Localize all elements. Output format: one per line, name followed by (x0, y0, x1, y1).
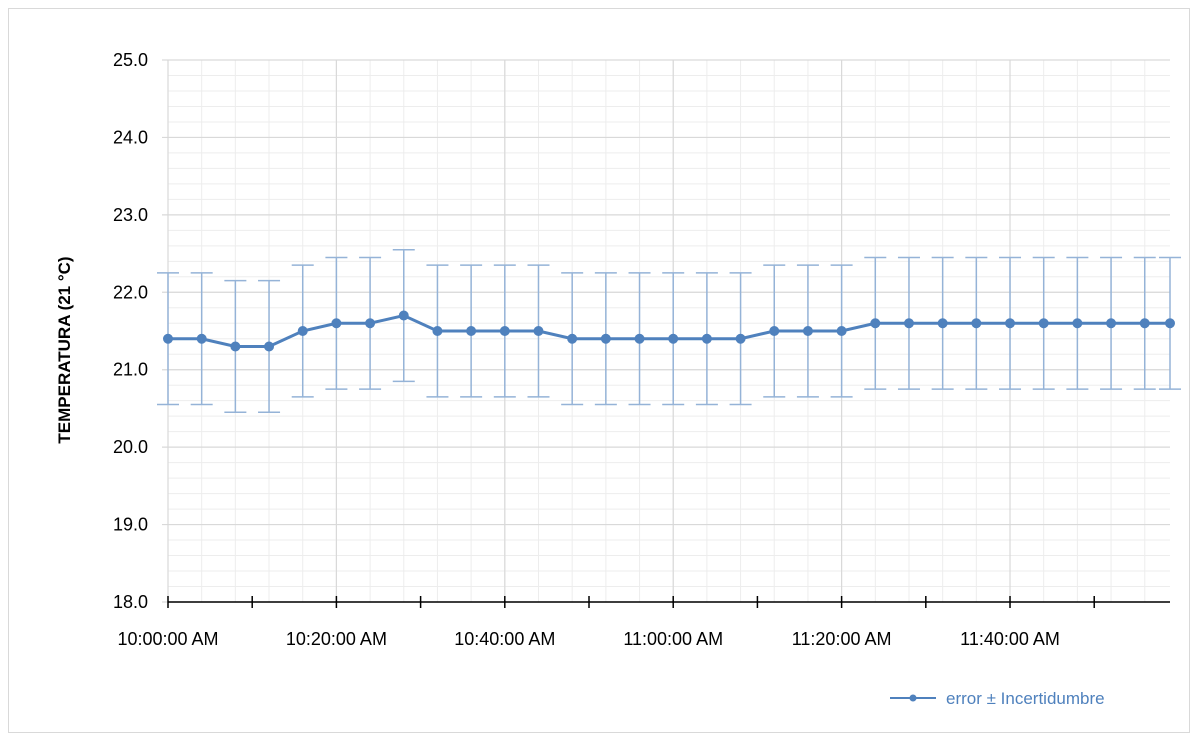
data-point (365, 318, 376, 329)
data-point (1165, 318, 1175, 329)
data-point (769, 326, 780, 336)
data-point (735, 333, 746, 344)
x-axis-tick-labels: 10:00:00 AM 10:20:00 AM 10:40:00 AM 11:00:0… (117, 629, 1059, 649)
y-tick-label: 23.0 (113, 205, 148, 225)
legend-label: error ± Incertidumbre (946, 689, 1105, 708)
data-point (668, 333, 679, 344)
y-tick-label: 24.0 (113, 127, 148, 147)
x-tick-label: 10:20:00 AM (286, 629, 387, 649)
data-point (971, 318, 982, 329)
data-point (264, 341, 275, 352)
data-point (937, 318, 948, 329)
legend[interactable]: error ± Incertidumbre (890, 689, 1105, 708)
y-tick-label: 25.0 (113, 50, 148, 70)
data-point (230, 341, 241, 352)
legend-dot-marker (909, 694, 917, 702)
minor-gridlines (167, 59, 1170, 603)
data-point (600, 333, 611, 344)
data-point (903, 318, 914, 329)
data-point (196, 333, 207, 344)
y-tick-label: 18.0 (113, 592, 148, 612)
error-bars (157, 248, 1181, 414)
data-point (870, 318, 881, 329)
y-axis-title: TEMPERATURA (21 °C) (55, 256, 74, 443)
data-point (567, 333, 578, 344)
x-tick-label: 11:40:00 AM (960, 629, 1060, 649)
data-point (297, 326, 308, 336)
data-point (398, 310, 409, 321)
data-point (499, 326, 510, 336)
x-tick-label: 11:00:00 AM (623, 629, 723, 649)
data-point (634, 333, 645, 344)
data-point (163, 333, 173, 344)
data-point (802, 326, 813, 336)
y-tick-label: 19.0 (113, 515, 148, 535)
series-line-group (163, 310, 1175, 352)
data-point (1038, 318, 1049, 329)
x-tick-label: 10:00:00 AM (117, 629, 218, 649)
data-point (836, 326, 847, 336)
data-point (432, 326, 443, 336)
major-gridlines (162, 59, 1170, 603)
data-point (533, 326, 544, 336)
y-axis-tick-labels: 18.0 19.0 20.0 21.0 22.0 23.0 24.0 25.0 (113, 50, 148, 612)
data-point (1106, 318, 1117, 329)
y-tick-label: 22.0 (113, 282, 148, 302)
data-point (1139, 318, 1150, 329)
y-tick-label: 21.0 (113, 360, 148, 380)
data-point (331, 318, 342, 329)
chart-frame (8, 8, 1190, 733)
data-point (466, 326, 477, 336)
data-point (1005, 318, 1016, 329)
x-tick-label: 11:20:00 AM (792, 629, 892, 649)
series-line (168, 313, 1170, 348)
data-point (701, 333, 712, 344)
x-tick-label: 10:40:00 AM (454, 629, 555, 649)
axes (167, 596, 1170, 608)
data-point (1072, 318, 1083, 329)
y-tick-label: 20.0 (113, 437, 148, 457)
